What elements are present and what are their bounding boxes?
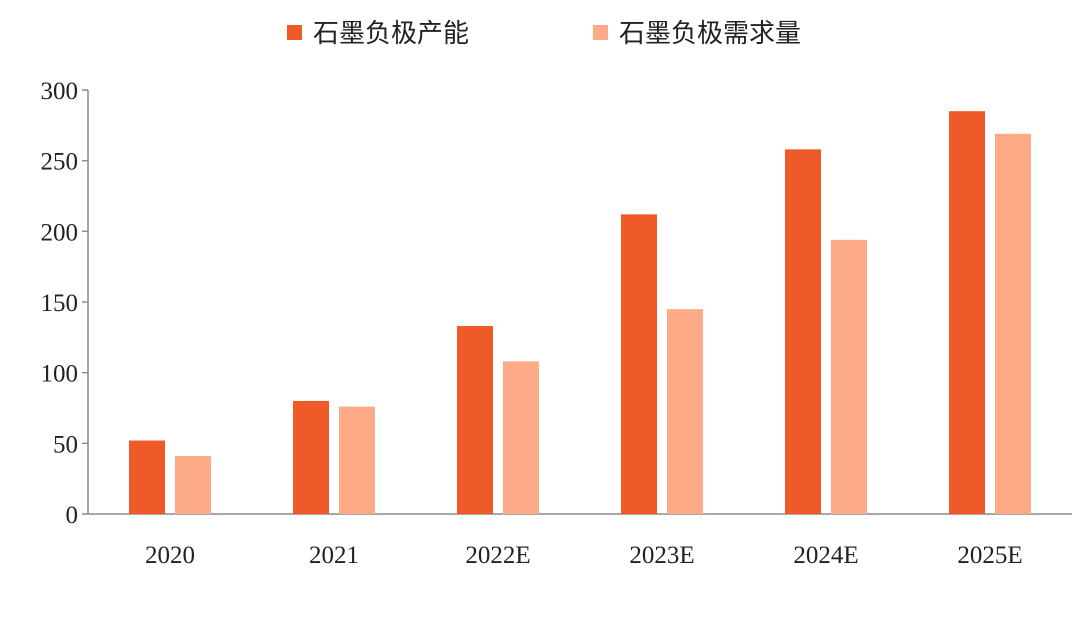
x-tick-label: 2021	[309, 542, 359, 569]
bar-demand-2022E	[503, 361, 539, 514]
x-tick-label: 2022E	[465, 542, 530, 569]
y-tick-label: 100	[41, 361, 79, 388]
y-axis: 0 50 100 150 200 250 300	[41, 78, 89, 529]
legend-label-capacity: 石墨负极产能	[313, 19, 469, 49]
bar-capacity-2025E	[949, 111, 985, 514]
x-axis: 2020 2021 2022E 2023E 2024E 2025E	[88, 513, 1072, 569]
bar-demand-2020	[175, 456, 211, 514]
chart-legend: 石墨负极产能 石墨负极需求量	[287, 19, 801, 49]
y-tick-label: 300	[41, 78, 79, 105]
legend-swatch-demand	[593, 25, 608, 40]
bar-capacity-2024E	[785, 149, 821, 515]
bar-capacity-2021	[293, 400, 329, 514]
bars	[129, 111, 1031, 515]
legend-swatch-capacity	[287, 25, 302, 40]
y-tick-label: 250	[41, 149, 79, 176]
y-tick-label: 0	[66, 502, 79, 529]
y-tick-label: 50	[53, 431, 78, 458]
bar-demand-2024E	[831, 239, 867, 514]
x-tick-label: 2025E	[957, 542, 1022, 569]
x-tick-label: 2024E	[793, 542, 858, 569]
bar-capacity-2023E	[621, 214, 657, 514]
legend-label-demand: 石墨负极需求量	[619, 19, 801, 49]
x-tick-label: 2023E	[629, 542, 694, 569]
bar-demand-2025E	[995, 133, 1031, 514]
bar-capacity-2020	[129, 440, 165, 514]
bar-capacity-2022E	[457, 326, 493, 514]
y-tick-label: 150	[41, 290, 79, 317]
x-tick-label: 2020	[145, 542, 195, 569]
y-tick-label: 200	[41, 219, 79, 246]
bar-demand-2023E	[667, 309, 703, 514]
bar-demand-2021	[339, 406, 375, 514]
